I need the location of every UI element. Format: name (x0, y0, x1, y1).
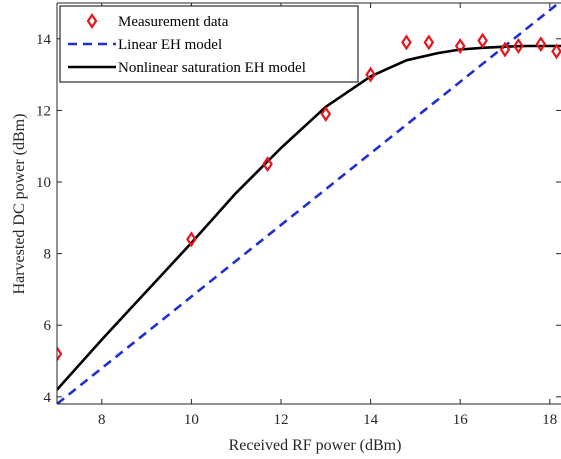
y-axis-label: Harvested DC power (dBm) (11, 114, 28, 295)
x-tick-label-16: 16 (453, 412, 469, 428)
x-tick-label-14: 14 (363, 412, 379, 428)
y-tick-label-14: 14 (36, 32, 52, 48)
data-point-9 (499, 41, 511, 58)
y-tick-label-8: 8 (44, 247, 52, 263)
x-tick-label-18: 18 (542, 412, 557, 428)
data-point-3 (320, 106, 332, 122)
plot-area (57, 3, 561, 404)
legend: Measurement data Linear EH model Nonlinear… (59, 5, 359, 83)
data-point-0 (57, 345, 63, 362)
x-axis-label: Received RF power (dBm) (229, 437, 402, 454)
data-point-12 (551, 43, 561, 60)
legend-label-2: Nonlinear saturation EH model (118, 60, 306, 76)
data-point-8 (477, 32, 488, 49)
y-tick-label-10: 10 (36, 175, 51, 191)
y-tick-label-6: 6 (44, 318, 52, 334)
y-tick-label-4: 4 (44, 390, 52, 406)
series-line-1 (57, 3, 561, 404)
data-point-11 (535, 36, 547, 53)
data-point-10 (513, 37, 524, 54)
legend-label-1: Linear EH model (118, 37, 222, 53)
x-tick-label-12: 12 (274, 412, 289, 428)
data-point-1 (186, 231, 197, 248)
legend-swatch-0 (86, 13, 98, 29)
y-tick-label-12: 12 (36, 103, 51, 119)
legend-label-0: Measurement data (118, 14, 229, 30)
data-point-4 (365, 66, 376, 83)
data-point-5 (401, 34, 412, 51)
data-point-7 (454, 37, 466, 54)
legend-box (59, 5, 359, 83)
x-tick-label-10: 10 (184, 412, 199, 428)
series-line-2 (57, 44, 561, 391)
data-point-6 (423, 34, 435, 51)
x-tick-label-8: 8 (98, 412, 106, 428)
data-point-2 (262, 156, 273, 173)
axes: 8 10 12 14 16 18 4 6 8 10 12 14 (36, 2, 561, 428)
plot-series-group (57, 3, 561, 404)
